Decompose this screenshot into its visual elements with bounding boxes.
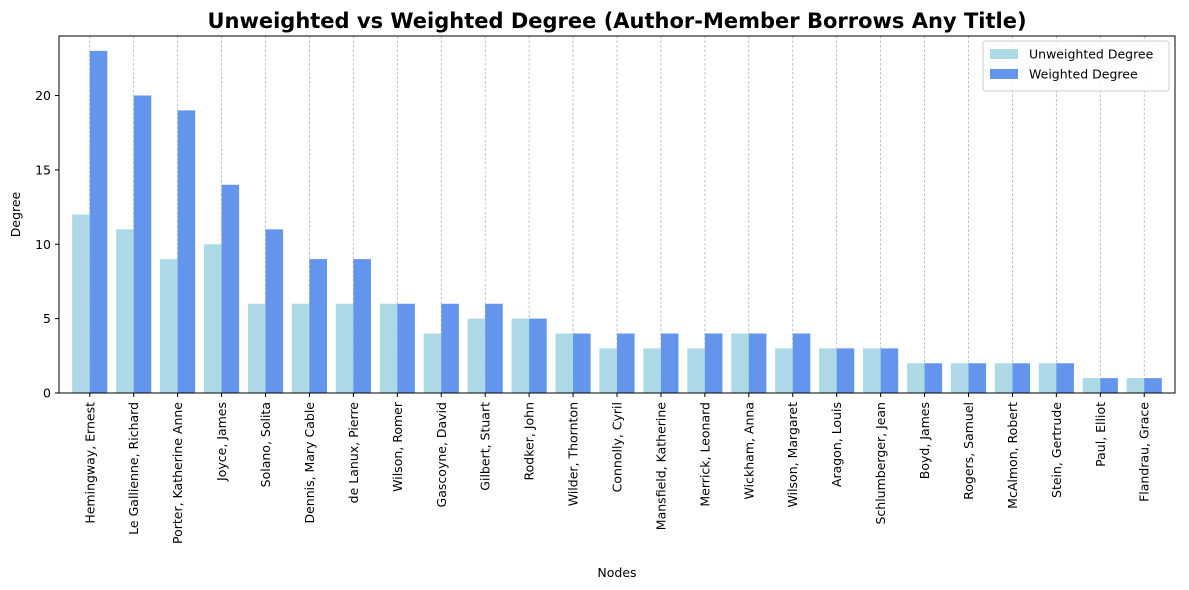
y-tick-label: 10 [35,237,51,252]
bar-unweighted [863,348,881,393]
legend-swatch-weighted [990,69,1018,79]
bar-weighted [529,318,547,393]
x-tick-label: Stein, Gertrude [1049,402,1064,498]
bar-weighted [704,333,723,393]
legend: Unweighted Degree Weighted Degree [982,40,1170,92]
x-tick-label: Gascoyne, David [434,402,449,507]
bar-unweighted [379,303,398,393]
x-tick-label: Merrick, Leonard [697,402,712,507]
bar-weighted [353,259,371,393]
legend-box [982,40,1170,92]
x-tick-label: McAlmon, Robert [1005,402,1020,509]
bar-unweighted [116,229,134,393]
x-tick-label: Rodker, John [522,402,537,480]
x-tick-label: Connolly, Cyril [610,402,625,492]
y-tick-label: 5 [43,311,51,326]
bar-weighted [1144,378,1162,393]
bar-unweighted [160,259,178,393]
bar-unweighted [1082,378,1101,393]
bar-unweighted [203,244,222,393]
bar-unweighted [731,333,749,393]
bar-weighted [133,95,152,393]
x-tick-label: Dennis, Mary Cable [302,402,317,524]
y-tick-label: 15 [35,162,51,177]
x-tick-label: Schlumberger, Jean [873,402,888,525]
bar-weighted [748,333,767,393]
bar-unweighted [291,303,310,393]
y-tick-label: 0 [43,386,51,401]
bar-unweighted [335,303,354,393]
bar-weighted [309,259,328,393]
bar-weighted [617,333,635,393]
bar-weighted [221,184,240,393]
x-tick-label: Hemingway, Ernest [82,402,97,524]
bar-weighted [177,110,196,393]
bar-unweighted [950,363,969,393]
bar-weighted [89,50,108,393]
bar-unweighted [775,348,793,393]
bar-unweighted [994,363,1013,393]
bar-weighted [397,303,415,393]
x-tick-label: Wickham, Anna [741,402,756,499]
x-axis-label: Nodes [597,565,636,580]
bar-weighted [1012,363,1031,393]
bars [72,50,1162,393]
bar-unweighted [906,363,925,393]
x-tick-label: Gilbert, Stuart [478,402,493,491]
bar-unweighted [247,303,266,393]
x-tick-label: Flandrau, Grace [1137,402,1152,502]
bar-unweighted [1038,363,1057,393]
bar-weighted [265,229,284,393]
chart-title: Unweighted vs Weighted Degree (Author-Me… [207,9,1026,33]
x-tick-label: Aragon, Louis [829,402,844,487]
x-tick-label: de Lanux, Pierre [346,402,361,504]
bar-unweighted [72,214,90,393]
bar-unweighted [643,348,661,393]
bar-weighted [660,333,679,393]
x-tick-label: Wilson, Romer [390,401,405,492]
bar-weighted [924,363,943,393]
bar-weighted [441,303,459,393]
x-tick-label: Joyce, James [214,402,229,482]
bar-unweighted [687,348,705,393]
bar-unweighted [511,318,530,393]
x-tick-label: Boyd, James [917,402,932,479]
bar-weighted [968,363,987,393]
bar-unweighted [599,348,617,393]
legend-label-weighted: Weighted Degree [1029,67,1138,82]
x-tick-label: Wilson, Margaret [785,402,800,508]
x-tick-label: Le Gallienne, Richard [126,402,141,535]
x-tick-label: Mansfield, Katherine [653,402,668,530]
bar-weighted [880,348,899,393]
y-tick-label: 20 [35,88,51,103]
x-tick-label: Solano, Solita [258,402,273,487]
bar-weighted [1056,363,1074,393]
bar-weighted [836,348,855,393]
x-tick-label: Rogers, Samuel [961,402,976,500]
x-tick-label: Wilder, Thornton [566,402,581,506]
bar-weighted [485,303,503,393]
bar-unweighted [819,348,837,393]
x-tick-label: Porter, Katherine Anne [170,402,185,544]
y-axis-label: Degree [8,191,23,237]
axes: 0 5 10 15 20 Hemingway, Ernest Le Gallienne, R… [35,35,1176,544]
x-tick-label: Paul, Elliot [1093,402,1108,467]
bar-unweighted [1126,378,1145,393]
bar-unweighted [555,333,574,393]
legend-label-unweighted: Unweighted Degree [1029,47,1154,62]
bar-weighted [1100,378,1118,393]
bar-unweighted [423,333,442,393]
bar-unweighted [467,318,486,393]
bar-weighted [792,333,811,393]
legend-swatch-unweighted [990,49,1018,59]
bar-weighted [573,333,591,393]
